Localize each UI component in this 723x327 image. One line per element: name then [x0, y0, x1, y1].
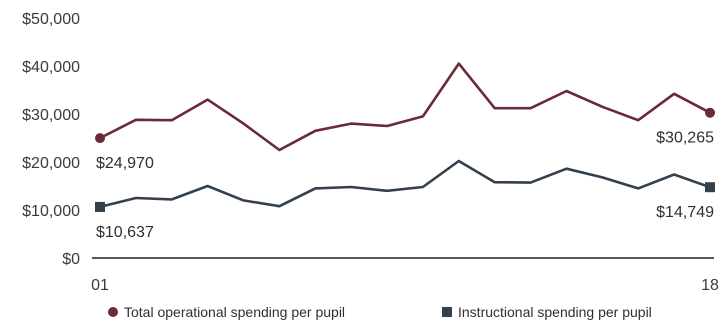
data-label-instructional: $10,637 [96, 224, 154, 241]
series-total [95, 62, 715, 152]
legend: Total operational spending per pupil Inst… [108, 304, 652, 320]
legend-item-total: Total operational spending per pupil [108, 304, 345, 320]
series-line-total [98, 62, 712, 152]
x-tick-label: 18 [701, 277, 719, 294]
series-line-instructional [98, 159, 712, 209]
y-tick-label: $50,000 [22, 11, 80, 28]
series-point-instructional [705, 182, 715, 193]
data-label-total: $30,265 [656, 130, 714, 147]
series-point-total [95, 133, 105, 144]
y-tick-label: $40,000 [22, 59, 80, 76]
legend-label: Total operational spending per pupil [124, 304, 345, 320]
data-label-total: $24,970 [96, 155, 154, 172]
y-axis: $0 $10,000 $20,000 $30,000 $40,000 $50,000 [22, 11, 80, 268]
y-tick-label: $30,000 [22, 107, 80, 124]
x-axis: 01 18 [91, 277, 719, 294]
legend-label: Instructional spending per pupil [458, 304, 652, 320]
legend-marker-square [442, 307, 452, 317]
series-point-instructional [95, 201, 105, 212]
x-tick-label: 01 [91, 277, 109, 294]
legend-marker-circle [108, 307, 118, 317]
series-instructional [95, 159, 715, 212]
data-labels: $24,970 $30,265 $10,637 $14,749 [96, 130, 714, 241]
legend-item-instructional: Instructional spending per pupil [442, 304, 652, 320]
y-tick-label: $20,000 [22, 155, 80, 172]
y-tick-label: $0 [62, 251, 80, 268]
data-label-instructional: $14,749 [656, 204, 714, 221]
series-point-total [705, 107, 715, 118]
y-tick-label: $10,000 [22, 203, 80, 220]
series-layer [95, 62, 715, 212]
